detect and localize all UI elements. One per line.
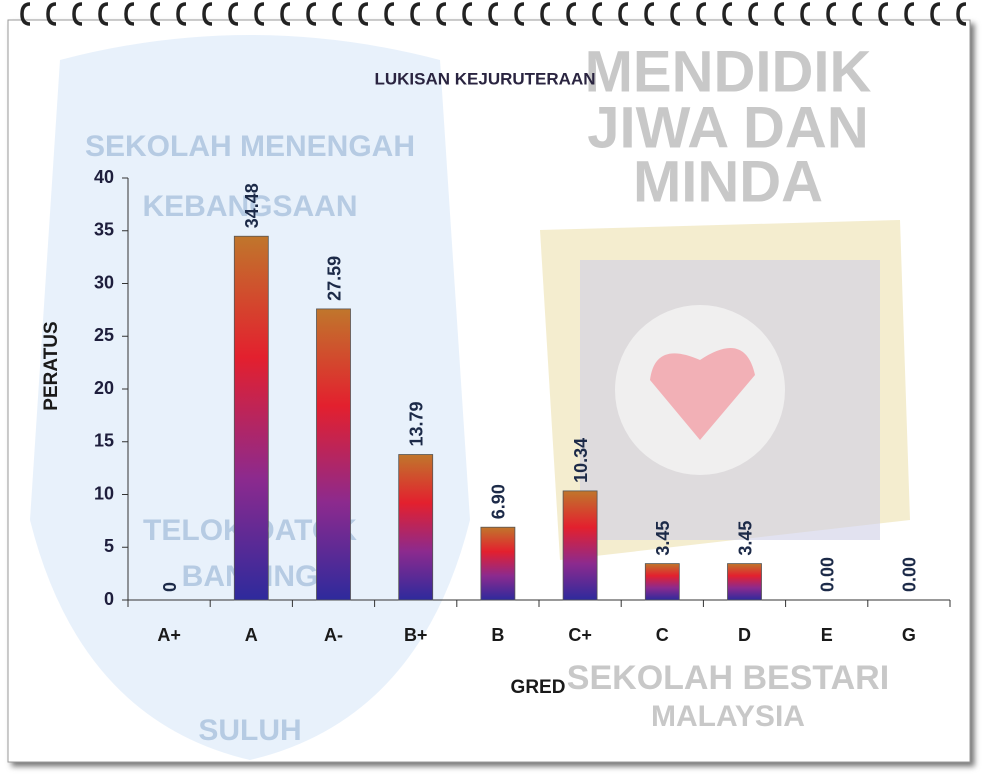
bar (233, 235, 269, 601)
spiral-ring (670, 2, 681, 26)
bar (562, 490, 598, 601)
spiral-binding (20, 2, 967, 26)
spiral-ring (826, 2, 837, 26)
value-label: 3.45 (653, 521, 673, 556)
spiral-ring (332, 2, 343, 26)
crest-shape (30, 35, 910, 760)
y-tick-label: 25 (94, 325, 114, 345)
spiral-ring (384, 2, 395, 26)
crest-line: SEKOLAH MENENGAH (85, 130, 415, 163)
crest-line: KEBANGSAAN (142, 190, 357, 223)
spiral-ring (878, 2, 889, 26)
y-tick-label: 10 (94, 483, 114, 503)
y-tick-label: 30 (94, 272, 114, 292)
value-label: 10.34 (571, 438, 591, 483)
x-tick-label: C (656, 625, 669, 645)
chart-title: LUKISAN KEJURUTERAAN (374, 69, 595, 88)
value-label: 27.59 (324, 256, 344, 301)
x-tick-label: B+ (404, 625, 428, 645)
x-tick-label: A+ (157, 625, 181, 645)
value-label: 0.00 (900, 557, 920, 592)
spiral-ring (254, 2, 265, 26)
value-label: 3.45 (735, 521, 755, 556)
spiral-ring (800, 2, 811, 26)
spiral-ring (618, 2, 629, 26)
x-axis-label: GRED (511, 677, 566, 698)
spiral-ring (644, 2, 655, 26)
motto: MENDIDIK (585, 39, 872, 104)
x-tick-label: G (902, 625, 916, 645)
spiral-ring (150, 2, 161, 26)
y-tick-label: 35 (94, 220, 114, 240)
x-tick-label: C+ (568, 625, 592, 645)
spiral-ring (124, 2, 135, 26)
spiral-ring (358, 2, 369, 26)
bar (727, 563, 762, 601)
x-tick-label: A (245, 625, 258, 645)
spiral-ring (514, 2, 525, 26)
bar (316, 308, 351, 601)
value-label: 0 (160, 582, 180, 592)
spiral-ring (176, 2, 187, 26)
spiral-ring (774, 2, 785, 26)
value-label: 34.48 (242, 183, 262, 228)
footer: SEKOLAH BESTARI (567, 659, 889, 697)
value-label: 0.00 (817, 557, 837, 592)
motto: JIWA DAN (587, 95, 868, 160)
y-tick-label: 20 (94, 378, 114, 398)
bar (480, 526, 516, 601)
bar (644, 563, 680, 601)
spiral-ring (20, 2, 31, 26)
spiral-ring (462, 2, 473, 26)
y-tick-label: 5 (104, 536, 114, 556)
y-axis-label: PERATUS (41, 321, 62, 410)
spiral-ring (540, 2, 551, 26)
x-tick-label: E (821, 625, 833, 645)
x-tick-label: D (738, 625, 751, 645)
y-tick-label: 15 (94, 431, 114, 451)
spiral-ring (202, 2, 213, 26)
spiral-ring (436, 2, 447, 26)
watermark: MENDIDIK JIWA DAN MINDA SEKOLAH BESTARI … (567, 39, 889, 733)
spiral-ring (852, 2, 863, 26)
bar (398, 454, 434, 601)
x-tick-label: B (491, 625, 504, 645)
y-tick-label: 40 (94, 167, 114, 187)
x-tick-label: A- (324, 625, 343, 645)
spiral-ring (956, 2, 967, 26)
value-label: 13.79 (406, 401, 426, 446)
crest-line: SULUH (198, 714, 301, 747)
spiral-ring (228, 2, 239, 26)
spiral-ring (904, 2, 915, 26)
spiral-ring (930, 2, 941, 26)
value-label: 6.90 (489, 484, 509, 519)
spiral-ring (306, 2, 317, 26)
spiral-ring (696, 2, 707, 26)
spiral-ring (566, 2, 577, 26)
spiral-ring (592, 2, 603, 26)
spiral-ring (46, 2, 57, 26)
spiral-ring (410, 2, 421, 26)
footer: MALAYSIA (651, 700, 805, 733)
spiral-ring (98, 2, 109, 26)
spiral-ring (722, 2, 733, 26)
spiral-ring (72, 2, 83, 26)
spiral-ring (280, 2, 291, 26)
motto: MINDA (633, 149, 823, 214)
y-tick-label: 0 (104, 589, 114, 609)
spiral-ring (748, 2, 759, 26)
spiral-ring (488, 2, 499, 26)
